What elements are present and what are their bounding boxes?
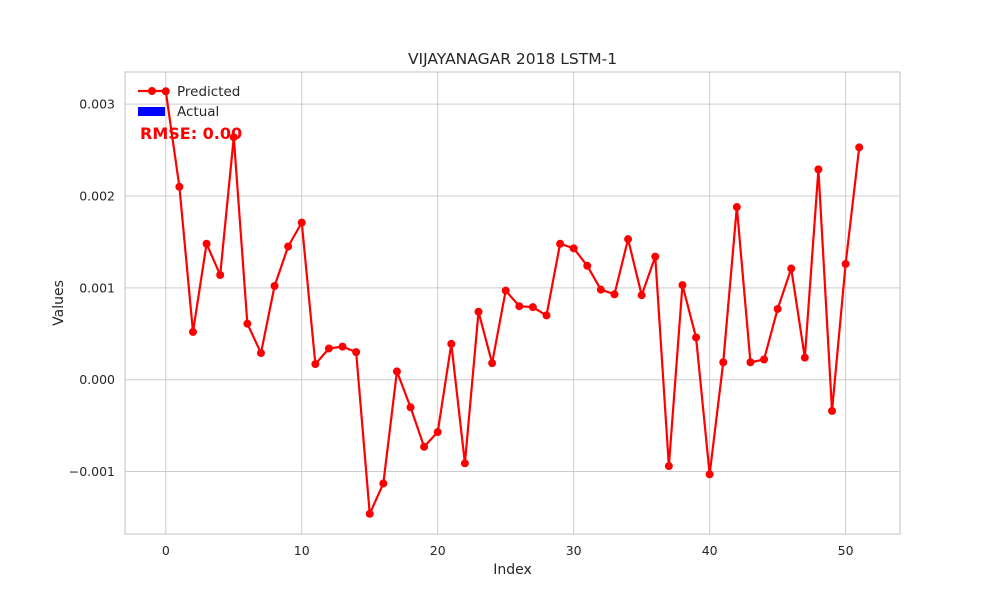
data-point <box>243 319 252 328</box>
data-point <box>216 270 225 279</box>
data-point <box>800 353 809 362</box>
x-tick-label: 40 <box>702 543 718 558</box>
data-point <box>501 286 510 295</box>
x-tick-label: 0 <box>162 543 170 558</box>
data-point <box>460 459 469 468</box>
legend-predicted-label: Predicted <box>177 84 240 100</box>
data-point <box>637 291 646 300</box>
grid-lines <box>125 72 900 534</box>
x-tick-labels: 0 10 20 30 40 50 <box>162 543 854 558</box>
data-point <box>229 133 238 142</box>
data-point <box>420 442 429 451</box>
data-point <box>664 462 673 471</box>
legend-predicted-marker <box>148 87 156 95</box>
y-tick-label: 0.002 <box>79 188 115 203</box>
data-point <box>855 143 864 152</box>
data-point <box>719 358 728 367</box>
x-tick-label: 30 <box>566 543 582 558</box>
x-tick-label: 10 <box>294 543 310 558</box>
data-point <box>338 342 347 351</box>
data-point <box>542 311 551 320</box>
y-tick-label: 0.003 <box>79 97 115 112</box>
data-point <box>610 290 619 299</box>
chart-title: VIJAYANAGAR 2018 LSTM-1 <box>408 50 617 68</box>
y-tick-label: −0.001 <box>69 464 115 479</box>
x-tick-label: 20 <box>430 543 446 558</box>
data-point <box>692 333 701 342</box>
data-point <box>324 344 333 353</box>
data-point <box>256 349 265 358</box>
data-point <box>474 307 483 316</box>
rmse-annotation: RMSE: 0.00 <box>140 124 242 143</box>
data-point <box>297 218 306 227</box>
data-point <box>188 327 197 336</box>
data-point <box>379 479 388 488</box>
data-point <box>447 339 456 348</box>
data-point <box>270 282 279 291</box>
data-point <box>556 239 565 248</box>
data-point <box>311 360 320 369</box>
data-point <box>406 403 415 412</box>
data-point <box>569 244 578 253</box>
data-point <box>392 367 401 376</box>
data-point <box>488 359 497 368</box>
data-point <box>705 470 714 479</box>
plot-frame <box>124 71 901 535</box>
y-tick-label: 0.001 <box>79 280 115 295</box>
data-point <box>433 428 442 437</box>
y-tick-label: 0.000 <box>79 372 115 387</box>
data-point <box>678 281 687 290</box>
series-line-predicted <box>164 91 861 515</box>
series-layer <box>161 87 864 518</box>
data-point <box>284 242 293 251</box>
data-point <box>841 259 850 268</box>
data-point <box>828 406 837 415</box>
legend-actual-swatch <box>138 107 165 116</box>
data-point <box>624 235 633 244</box>
legend-actual-label: Actual <box>177 104 219 120</box>
data-point <box>583 261 592 270</box>
data-point <box>814 165 823 174</box>
data-point <box>732 203 741 212</box>
y-axis-label: Values <box>51 280 67 326</box>
y-tick-labels: −0.001 0.000 0.001 0.002 0.003 <box>69 97 115 479</box>
data-point <box>787 264 796 273</box>
data-point <box>596 285 605 294</box>
data-point <box>175 182 184 191</box>
data-point <box>515 302 524 311</box>
data-point <box>760 355 769 364</box>
legend: Predicted Actual <box>138 84 240 120</box>
x-axis-label: Index <box>493 562 532 578</box>
data-point <box>352 348 361 357</box>
data-point <box>773 304 782 313</box>
data-point <box>651 252 660 261</box>
x-tick-label: 50 <box>838 543 854 558</box>
data-point <box>528 303 537 312</box>
data-point <box>202 239 211 248</box>
data-point <box>365 509 374 518</box>
data-point <box>746 358 755 367</box>
